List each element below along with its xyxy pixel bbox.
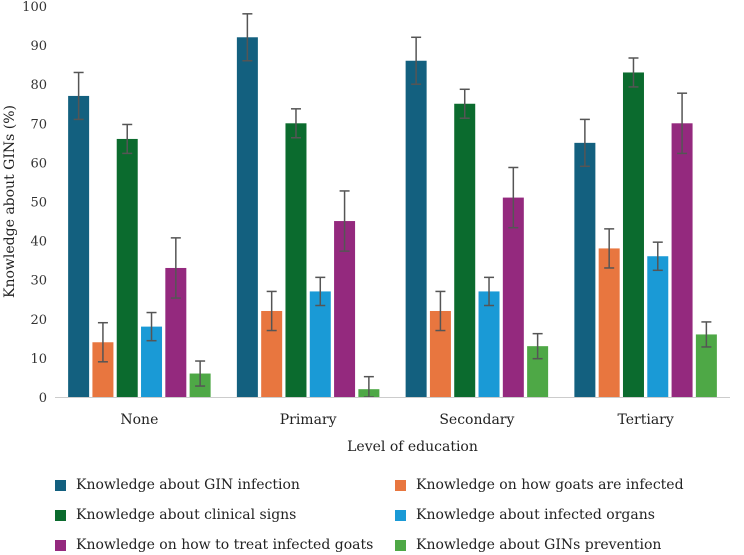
bar xyxy=(309,291,331,397)
y-tick-label: 90 xyxy=(30,39,47,54)
bar xyxy=(68,95,90,398)
bar xyxy=(527,346,549,397)
x-axis-categories: None Primary Secondary Tertiary xyxy=(120,412,673,428)
bar xyxy=(478,291,500,397)
x-category-label: Secondary xyxy=(439,412,514,428)
bar xyxy=(574,142,596,397)
x-axis-title: Level of education xyxy=(347,439,478,455)
bars-group xyxy=(68,13,717,398)
bar xyxy=(236,37,258,397)
y-tick-label: 50 xyxy=(30,196,47,211)
y-tick-label: 100 xyxy=(22,0,47,15)
bar xyxy=(334,221,356,397)
x-category-label: Tertiary xyxy=(617,412,673,428)
y-tick-label: 60 xyxy=(30,156,47,171)
bar xyxy=(116,138,138,397)
bar xyxy=(671,123,693,398)
y-tick-label: 10 xyxy=(30,352,47,367)
bar xyxy=(92,342,114,397)
bar xyxy=(429,310,451,397)
y-axis-title: Knowledge about GINs (%) xyxy=(2,105,18,298)
y-tick-label: 80 xyxy=(30,78,47,93)
bar xyxy=(647,256,669,397)
y-tick-label: 20 xyxy=(30,313,47,328)
bar xyxy=(261,310,283,397)
y-tick-label: 70 xyxy=(30,117,47,132)
bar xyxy=(405,60,427,398)
y-tick-label: 0 xyxy=(39,391,47,406)
bar xyxy=(285,123,307,398)
bar xyxy=(165,267,187,397)
bar xyxy=(454,103,476,397)
y-tick-label: 40 xyxy=(30,235,47,250)
x-category-label: Primary xyxy=(280,412,337,428)
x-category-label: None xyxy=(120,412,158,428)
bar xyxy=(695,334,717,397)
bar xyxy=(622,72,644,397)
bar xyxy=(598,248,620,397)
bar xyxy=(502,197,524,397)
y-axis-ticks: 0 10 20 30 40 50 60 70 80 90 100 xyxy=(22,0,47,406)
bar xyxy=(141,326,163,397)
y-tick-label: 30 xyxy=(30,274,47,289)
